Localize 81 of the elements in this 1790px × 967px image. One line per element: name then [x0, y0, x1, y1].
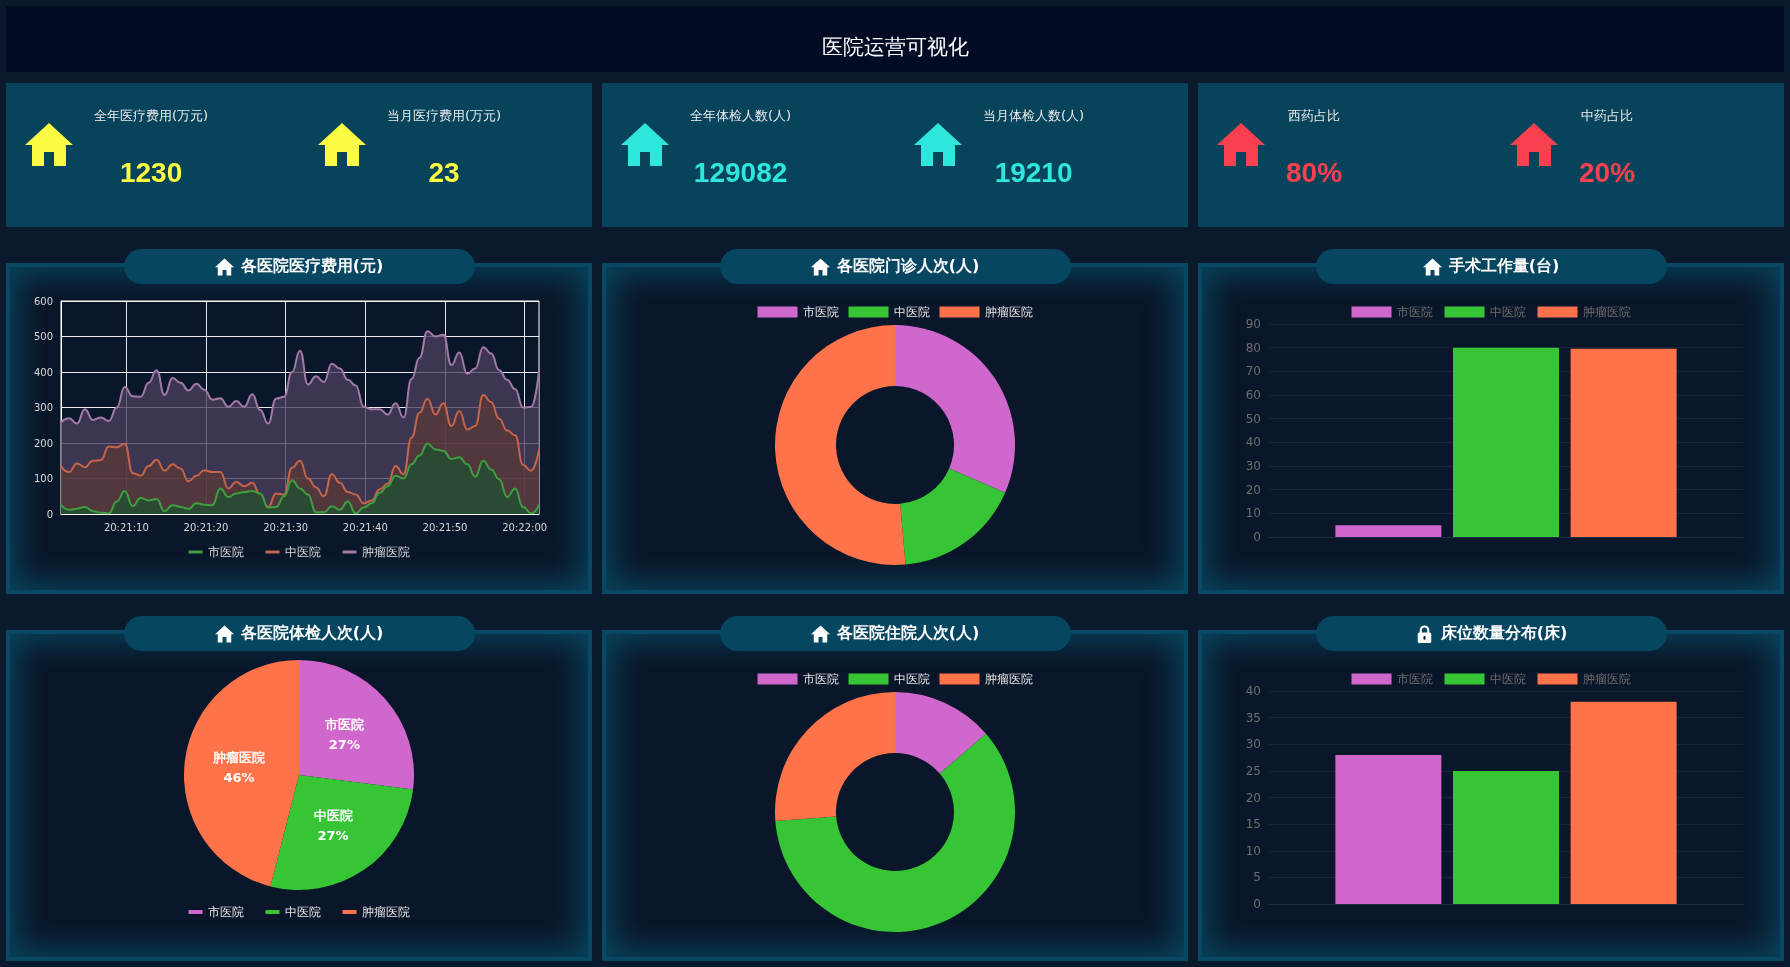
- y-tick-label: 100: [33, 473, 53, 484]
- y-tick-label: 0: [1253, 530, 1261, 544]
- legend-label: 中医院: [893, 672, 930, 686]
- y-tick-label: 60: [1245, 388, 1261, 402]
- text: 23: [428, 157, 460, 188]
- bar: [1335, 754, 1442, 904]
- text: 医院运营可视化: [821, 35, 969, 59]
- y-tick-label: 200: [33, 437, 53, 449]
- y-tick-label: 300: [33, 402, 53, 413]
- legend-label: 市医院: [207, 545, 244, 559]
- y-tick-label: 90: [1245, 317, 1261, 331]
- legend-label: 肿瘤医院: [361, 905, 410, 919]
- y-tick-label: 10: [1245, 506, 1261, 521]
- y-tick-label: 0: [46, 508, 53, 520]
- data-label: 27%: [328, 737, 360, 753]
- legend-label: 中医院: [893, 305, 930, 319]
- legend-label: 中医院: [284, 905, 321, 919]
- category-label: 全年医疗费用(万元): [94, 107, 209, 125]
- legend-label: 肿瘤医院: [1582, 672, 1631, 686]
- legend-label: 市医院: [1396, 672, 1433, 686]
- y-tick-label: 20: [1245, 482, 1261, 497]
- y-tick-label: 400: [33, 366, 53, 378]
- y-tick-label: 40: [1245, 435, 1261, 450]
- y-tick-label: 10: [1245, 843, 1261, 858]
- bar: [1570, 701, 1677, 904]
- x-tick-label: 20:21:10: [103, 521, 149, 533]
- category-label: 中药占比: [1581, 107, 1634, 125]
- y-tick-label: 70: [1245, 364, 1261, 379]
- legend-label: 肿瘤医院: [1582, 305, 1631, 319]
- y-tick-label: 40: [1245, 684, 1261, 698]
- x-tick-label: 20:21:30: [263, 521, 309, 533]
- bar: [1335, 525, 1442, 537]
- legend-label: 中医院: [1489, 672, 1526, 686]
- y-tick-label: 0: [1253, 897, 1261, 911]
- y-tick-label: 15: [1245, 817, 1261, 832]
- bar: [1570, 348, 1677, 537]
- x-tick-label: 20:21:20: [183, 521, 229, 533]
- legend-label: 市医院: [802, 305, 839, 319]
- y-tick-label: 50: [1245, 411, 1261, 426]
- legend-label: 市医院: [1396, 305, 1433, 319]
- chart-title: 床位数量分布(床): [1440, 623, 1568, 644]
- y-tick-label: 80: [1245, 340, 1261, 355]
- text: 1230: [119, 157, 183, 188]
- category-label: 当月医疗费用(万元): [387, 107, 502, 125]
- chart-title: 各医院住院人次(人): [836, 623, 980, 644]
- legend-label: 肿瘤医院: [984, 305, 1033, 319]
- text: 129082: [693, 157, 788, 188]
- category-label: 西药占比: [1288, 107, 1341, 125]
- x-tick-label: 20:22:00: [502, 521, 548, 533]
- legend-label: 肿瘤医院: [361, 545, 410, 559]
- y-tick-label: 30: [1245, 737, 1261, 752]
- y-tick-label: 30: [1245, 459, 1261, 473]
- legend-label: 肿瘤医院: [984, 672, 1033, 686]
- y-tick-label: 500: [33, 331, 53, 342]
- bar: [1453, 770, 1559, 904]
- chart-title: 各医院医疗费用(元): [240, 256, 384, 277]
- y-tick-label: 25: [1245, 763, 1261, 778]
- y-tick-label: 35: [1245, 710, 1261, 725]
- x-tick-label: 20:21:40: [342, 521, 388, 533]
- slice-label: 中医院: [313, 807, 353, 823]
- legend-label: 市医院: [802, 672, 839, 686]
- chart-title: 各医院门诊人次(人): [836, 256, 980, 277]
- x-tick-label: 20:21:50: [422, 521, 468, 533]
- chart-title: 手术工作量(台): [1448, 256, 1560, 277]
- y-tick-label: 5: [1253, 870, 1261, 885]
- data-label: 27%: [317, 827, 349, 843]
- legend-label: 市医院: [207, 905, 244, 919]
- text: 19210: [994, 157, 1073, 188]
- category-label: 当月体检人数(人): [983, 107, 1085, 125]
- bar: [1453, 347, 1559, 537]
- slice-label: 市医院: [323, 717, 364, 733]
- y-tick-label: 20: [1245, 790, 1261, 805]
- legend-label: 中医院: [1489, 305, 1526, 319]
- legend-label: 中医院: [284, 545, 321, 559]
- text: 80%: [1286, 157, 1343, 188]
- data-label: 46%: [223, 769, 255, 785]
- category-label: 全年体检人数(人): [690, 107, 792, 125]
- chart-title: 各医院体检人次(人): [240, 623, 384, 644]
- slice-label: 肿瘤医院: [211, 749, 265, 765]
- text: 20%: [1579, 157, 1636, 188]
- y-tick-label: 600: [33, 295, 53, 307]
